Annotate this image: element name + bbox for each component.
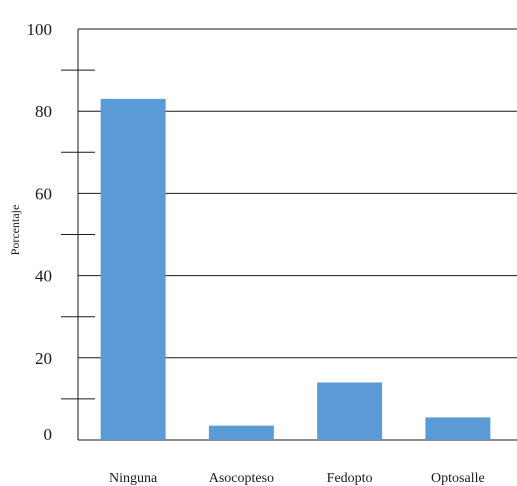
x-tick-label-optosalle: Optosalle (431, 471, 485, 486)
x-tick-labels: Ninguna Asocopteso Fedopto Optosalle (109, 471, 485, 486)
bar-fedopto (317, 382, 383, 440)
x-tick-label-fedopto: Fedopto (327, 471, 373, 486)
bar-asocopteso (208, 425, 274, 440)
y-tick-label-20: 20 (35, 349, 52, 368)
x-tick-label-ninguna: Ninguna (109, 471, 158, 486)
y-tick-label-80: 80 (35, 102, 52, 121)
y-tick-label-40: 40 (35, 267, 52, 286)
y-tick-labels: 0 20 40 60 80 100 (27, 20, 53, 444)
bars (100, 98, 491, 441)
y-axis-title: Porcentaje (8, 205, 22, 256)
y-tick-label-0: 0 (44, 425, 53, 444)
x-tick-label-asocopteso: Asocopteso (209, 471, 274, 486)
y-tick-label-60: 60 (35, 184, 52, 203)
bar-ninguna (100, 98, 166, 441)
y-tick-label-100: 100 (27, 20, 53, 39)
bar-optosalle (425, 417, 491, 440)
